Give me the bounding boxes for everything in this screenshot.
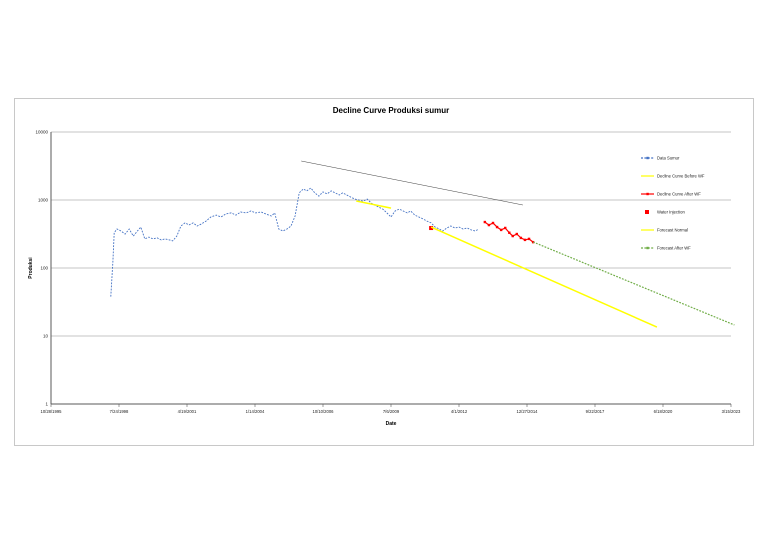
series-decline-curve-after-wf-marker [487, 223, 491, 227]
decline-curve-chart: Decline Curve Produksi sumur Produksi Da… [15, 99, 753, 445]
chart-canvas: 1 10 100 1000 10000 10/28/1995 7/24/1998 4/19/2… [35, 130, 741, 414]
series-decline-curve-before-wf [356, 200, 392, 209]
x-tick-label: 4/19/2001 [178, 409, 197, 414]
series-decline-curve-after-wf-marker [491, 221, 495, 225]
legend-item-forecast-normal-label: Forecast Normal [657, 228, 688, 233]
x-tick-label: 6/18/2020 [654, 409, 673, 414]
x-tick-label: 12/27/2014 [517, 409, 539, 414]
chart-title: Decline Curve Produksi sumur [332, 106, 450, 115]
x-axis-title: Date [385, 421, 397, 427]
series-forecast-after-wf [532, 241, 735, 326]
legend-item-water-injection-label: Water Injection [657, 210, 685, 215]
x-tick-label: 1/14/2004 [246, 409, 265, 414]
legend-item-decline-curve-after-wf-marker [646, 192, 649, 196]
legend-item-forecast-after-wf-label: Forecast After WF [657, 246, 691, 251]
x-tick-label: 7/6/2009 [383, 409, 400, 414]
series-decline-curve-after-wf-marker [499, 228, 503, 232]
y-tick-label: 1000 [38, 198, 49, 203]
series-data-sumur [110, 187, 479, 297]
legend-item-decline-curve-after-wf-label: Decline Curve After WF [657, 192, 701, 197]
document-page: Decline Curve Produksi sumur Produksi Da… [14, 98, 754, 446]
series-water-injection-marker [429, 226, 434, 231]
series-decline-curve-after-wf-marker [527, 237, 531, 241]
legend-item-forecast-after-wf-marker [646, 246, 649, 250]
series-decline-curve-after-wf-marker [511, 234, 514, 238]
x-tick-label: 9/22/2017 [586, 409, 605, 414]
series-decline-curve-after-wf-marker [483, 220, 487, 224]
y-tick-label: 1 [45, 402, 48, 407]
legend-item-data-sumur-marker [646, 156, 649, 160]
series-decline-curve-after-wf-marker [495, 225, 499, 229]
series-trendline [301, 160, 523, 206]
y-tick-label: 100 [40, 266, 48, 271]
x-tick-label: 10/10/2006 [313, 409, 335, 414]
x-tick-label: 4/1/2012 [451, 409, 468, 414]
series-decline-curve-after-wf-marker [515, 232, 518, 236]
y-tick-label: 10000 [35, 130, 48, 135]
x-tick-label: 7/24/1998 [110, 409, 129, 414]
legend-item-water-injection-swatch [645, 210, 649, 214]
series-decline-curve-after-wf-marker [504, 226, 507, 230]
series-forecast-normal [430, 226, 658, 328]
series-decline-curve-after-wf-marker [508, 231, 511, 234]
legend-item-decline-curve-before-wf-label: Decline Curve Before WF [657, 174, 705, 179]
x-tick-label: 10/28/1995 [41, 409, 63, 414]
series-decline-curve-after-wf-marker [519, 236, 523, 240]
series-decline-curve-after-wf-marker [523, 238, 527, 242]
x-tick-label: 3/15/2023 [722, 409, 741, 414]
y-tick-label: 10 [43, 334, 49, 339]
legend-item-data-sumur-label: Data Sumur [657, 156, 680, 161]
